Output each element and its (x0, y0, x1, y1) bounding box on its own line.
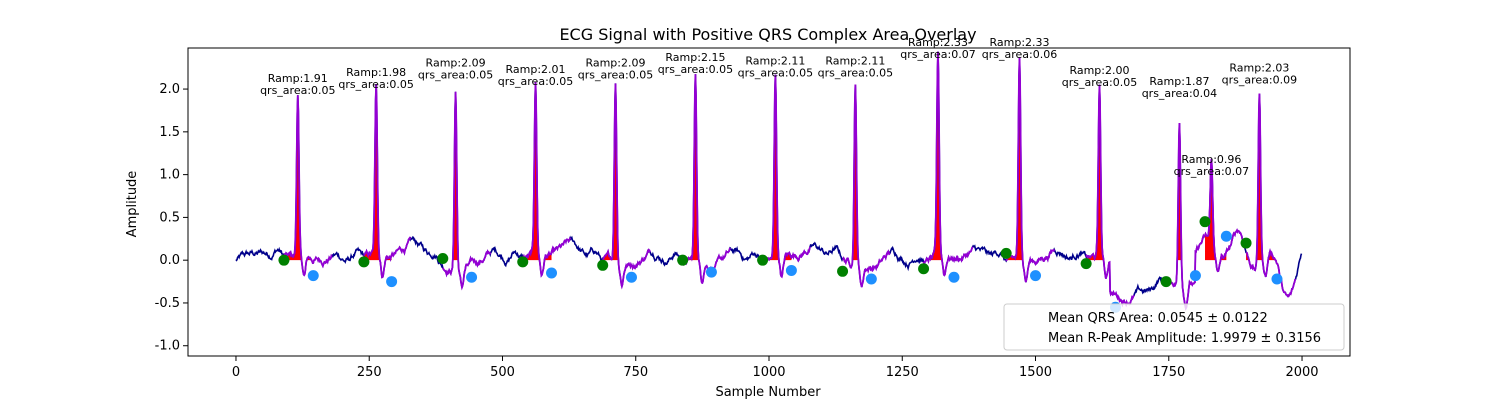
x-tick-label: 1250 (886, 365, 919, 380)
qrs-onset-marker (597, 259, 609, 271)
r-peak-annotation: Ramp:2.00 qrs_area:0.05 (1062, 64, 1137, 89)
r-peak-annotation: Ramp:1.87 qrs_area:0.04 (1142, 75, 1217, 100)
legend-box (1003, 303, 1345, 351)
qrs-offset-marker (785, 264, 797, 276)
qrs-segment-line (283, 95, 333, 277)
qrs-onset-marker (1240, 237, 1252, 249)
r-peak-annotation: Ramp:1.98 qrs_area:0.05 (338, 66, 413, 91)
y-axis-title: Amplitude (125, 171, 140, 238)
axes: 0 250 500 750 1000 1250 1500 1750 2000 -1.0 -0.5 0.… (155, 47, 1351, 380)
qrs-onset-marker (517, 256, 529, 268)
qrs-onset-marker (358, 256, 370, 268)
y-tick-label: 0.5 (159, 210, 180, 225)
qrs-onset-marker (1199, 216, 1211, 228)
x-tick-label: 250 (357, 365, 382, 380)
r-peak-annotation: Ramp:2.09 qrs_area:0.05 (418, 56, 493, 81)
x-tick-label: 1750 (1152, 365, 1185, 380)
y-tick-label: 0.0 (159, 253, 180, 268)
x-tick-label: 1500 (1019, 365, 1052, 380)
x-tick-label: 1000 (752, 365, 785, 380)
qrs-offset-marker (466, 271, 478, 283)
qrs-segment-line (681, 74, 731, 285)
qrs-segment-line (1245, 93, 1297, 298)
qrs-segment-line (441, 91, 492, 291)
qrs-segment-line (363, 84, 412, 279)
qrs-segment-line (1085, 84, 1135, 308)
y-tick-label: 2.0 (159, 82, 180, 97)
r-peak-annotation: Ramp:0.96 qrs_area:0.07 (1174, 153, 1249, 178)
legend-entry: Mean QRS Area: 0.0545 ± 0.0122 (1048, 311, 1268, 326)
r-peak-annotation: Ramp:1.91 qrs_area:0.05 (260, 72, 335, 97)
qrs-onset-marker (918, 263, 930, 275)
r-peak-annotation: Ramp:2.11 qrs_area:0.05 (818, 55, 893, 80)
r-peak-annotation: Ramp:2.33 qrs_area:0.07 (900, 36, 975, 61)
qrs-onset-marker (1000, 247, 1012, 259)
qrs-onset-marker (278, 254, 290, 266)
y-tick-label: 1.5 (159, 125, 180, 140)
qrs-segment-line (1204, 158, 1246, 273)
x-tick-label: 0 (232, 365, 240, 380)
qrs-offset-marker (1220, 230, 1232, 242)
r-peak-annotation: Ramp:2.03 qrs_area:0.09 (1222, 62, 1297, 87)
r-peak-annotation: Ramp:2.01 qrs_area:0.05 (498, 63, 573, 88)
qrs-offset-marker (386, 276, 398, 288)
x-tick-label: 500 (490, 365, 515, 380)
r-peak-annotation: Ramp:2.11 qrs_area:0.05 (738, 55, 813, 80)
qrs-segment-line (601, 83, 651, 290)
qrs-offset-marker (1189, 270, 1201, 282)
r-peak-annotation: Ramp:2.09 qrs_area:0.05 (578, 56, 653, 81)
qrs-segment-line (761, 74, 811, 279)
qrs-segment-line (1165, 123, 1215, 311)
qrs-segment-line (522, 81, 572, 278)
x-tick-label: 2000 (1285, 365, 1318, 380)
r-peak-annotation: Ramp:2.33 qrs_area:0.06 (982, 36, 1057, 61)
qrs-onset-marker (1080, 258, 1092, 270)
qrs-offset-marker (1271, 273, 1283, 285)
qrs-segment-line (1005, 57, 1056, 283)
qrs-offset-marker (948, 271, 960, 283)
chart-title: ECG Signal with Positive QRS Complex Are… (559, 25, 976, 44)
r-peak-annotation: Ramp:2.15 qrs_area:0.05 (658, 51, 733, 76)
qrs-offset-marker (546, 267, 558, 279)
y-tick-label: -0.5 (155, 296, 180, 311)
qrs-offset-marker (307, 270, 319, 282)
qrs-onset-marker (437, 252, 449, 264)
qrs-offset-marker (865, 273, 877, 285)
legend-entry: Mean R-Peak Amplitude: 1.9979 ± 0.3156 (1048, 331, 1321, 346)
qrs-offset-marker (1030, 270, 1042, 282)
qrs-onset-marker (837, 265, 849, 277)
qrs-area-fill (1205, 158, 1227, 261)
qrs-segment-line (922, 51, 974, 277)
x-tick-label: 750 (623, 365, 648, 380)
legend: Mean QRS Area: 0.0545 ± 0.0122 Mean R-Pea… (1003, 303, 1345, 351)
qrs-offset-marker (705, 266, 717, 278)
qrs-onset-marker (677, 254, 689, 266)
x-axis-title: Sample Number (715, 385, 821, 400)
qrs-offset-marker (625, 271, 637, 283)
qrs-onset-marker (757, 254, 769, 266)
qrs-onset-marker (1160, 276, 1172, 288)
y-tick-label: 1.0 (159, 168, 180, 183)
qrs-segment-line (842, 84, 891, 288)
y-tick-label: -1.0 (155, 339, 180, 354)
